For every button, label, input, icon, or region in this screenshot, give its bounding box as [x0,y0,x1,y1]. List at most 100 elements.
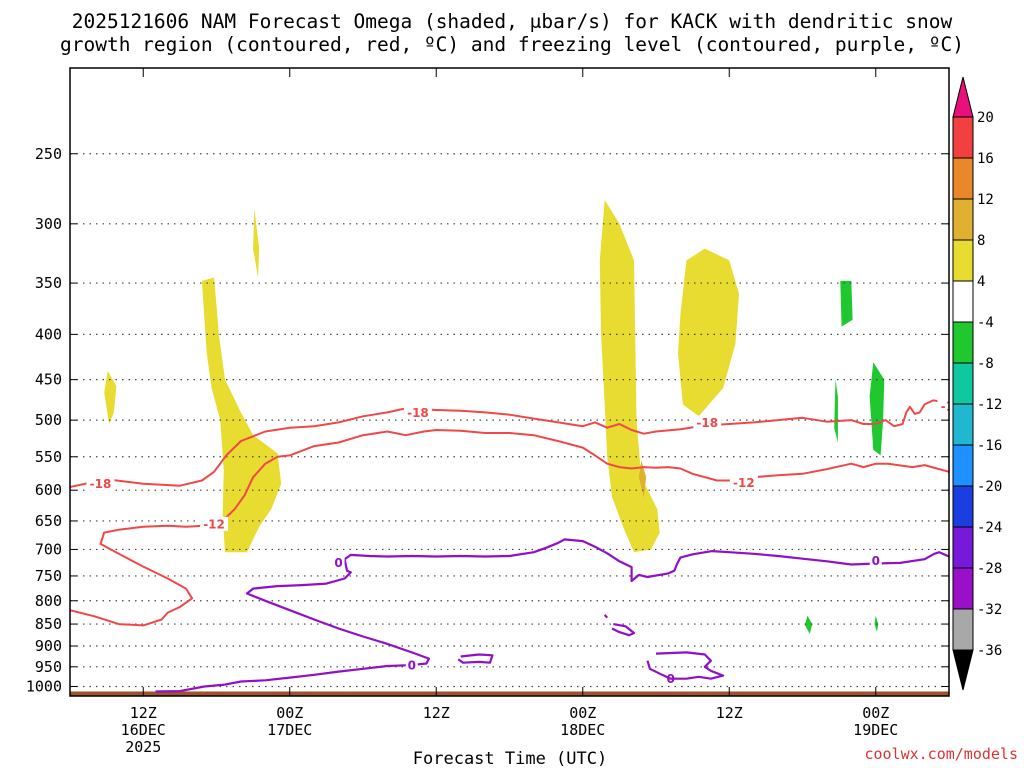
colorbar-label--8: -8 [977,356,994,372]
colorbar-label--24: -24 [977,520,1002,536]
contour-label-bg [869,553,882,568]
chart-title-line-1: 2025121606 NAM Forecast Omega (shaded, μ… [72,10,953,33]
contour-label-bg [937,399,949,414]
y-tick-label-1000: 1000 [26,678,62,696]
contour-label-0: 0 [334,556,342,570]
colorbar-label-8: 8 [977,233,985,249]
plot-background [70,68,949,696]
contour-line-0-5 [646,651,725,680]
y-tick-label-450: 450 [35,371,62,389]
colorbar-label--28: -28 [977,561,1002,577]
y-tick-label-900: 900 [35,637,62,655]
x-tick-label-00Z: 00Z [276,704,303,722]
x-tick-label-18DEC: 18DEC [560,721,605,739]
colorbar-segment [952,362,974,405]
x-tick-label-2025: 2025 [125,738,161,756]
y-tick-label-850: 850 [35,615,62,633]
x-tick-label-12Z: 12Z [130,704,157,722]
omega-region-13 [998,113,1024,564]
y-tick-label-750: 750 [35,567,62,585]
x-tick-label-00Z: 00Z [569,704,596,722]
contour-label-bg [403,405,432,420]
contour-label--18: -18 [941,400,963,414]
contour-line-0-4 [611,623,636,637]
x-tick-label-12Z: 12Z [716,704,743,722]
colorbar-label-16: 16 [977,151,994,167]
colorbar-label-20: 20 [977,110,994,126]
x-axis-label: Forecast Time (UTC) [413,749,607,768]
contour-line-0-6 [603,614,609,619]
x-tick-label-12Z: 12Z [423,704,450,722]
x-tick-label-00Z: 00Z [862,704,889,722]
chart-title-line-2: growth region (contoured, red, ºC) and f… [60,33,964,56]
colorbar-segment [952,444,974,487]
colorbar-segment [952,198,974,241]
contour-line-0-3 [457,653,494,664]
contour-label-bg [332,555,345,570]
y-tick-label-550: 550 [35,448,62,466]
omega-region-2 [201,277,282,553]
contour-label-bg [200,516,229,531]
contour-label--18: -18 [696,416,718,430]
omega-region-10 [869,362,885,456]
plot-frame [69,67,950,697]
colorbar-bottom-arrow [952,649,974,691]
y-tick-label-800: 800 [35,592,62,610]
y-tick-label-250: 250 [35,145,62,163]
contour-label--18: -18 [90,477,112,491]
plot-area [70,68,1024,696]
contour-label-bg [86,476,115,491]
colorbar-top-arrow [952,76,974,118]
colorbar-segment [952,239,974,282]
y-tick-label-650: 650 [35,512,62,530]
omega-region-5 [638,460,647,498]
contour-label--12: -12 [203,517,225,531]
ground-surface [70,691,949,696]
y-tick-label-350: 350 [35,274,62,292]
colorbar-label--16: -16 [977,438,1002,454]
colorbar-label-12: 12 [977,192,994,208]
colorbar-segment [952,485,974,528]
omega-region-8 [840,280,853,327]
contour-label-0: 0 [872,554,880,568]
contour-line--18-0 [70,399,949,488]
contour-label--18: -18 [407,406,429,420]
x-tick-label-19DEC: 19DEC [853,721,898,739]
colorbar-segment [952,157,974,200]
colorbar-label--32: -32 [977,602,1002,618]
omega-region-4 [678,248,739,417]
contour-label-bg [405,658,418,673]
colorbar-label--20: -20 [977,479,1002,495]
y-tick-label-700: 700 [35,540,62,558]
contour-label--12: -12 [733,476,755,490]
y-tick-label-300: 300 [35,215,62,233]
y-tick-label-600: 600 [35,481,62,499]
x-tick-label-17DEC: 17DEC [267,721,312,739]
colorbar-segment [952,116,974,159]
contour-label-bg [693,415,722,430]
contour-label-bg [729,475,758,490]
colorbar-segment [952,403,974,446]
colorbar-label--12: -12 [977,397,1002,413]
contour-line-0-2 [155,538,949,693]
colorbar-segment [952,526,974,569]
contour-label-0: 0 [408,659,416,673]
colorbar-segment [952,567,974,610]
colorbar: 20 16 12 8 4 -4 -8 -12 -16 -20 -24 -28 -32 -36 [952,76,1002,691]
y-tick-label-400: 400 [35,325,62,343]
colorbar-segment [952,280,974,323]
x-tick-label-16DEC: 16DEC [121,721,166,739]
colorbar-segment [952,608,974,651]
y-tick-label-500: 500 [35,411,62,429]
credit-link[interactable]: coolwx.com/models [864,745,1018,763]
colorbar-label--4: -4 [977,315,994,331]
colorbar-label-4: 4 [977,274,985,290]
colorbar-label--36: -36 [977,643,1002,659]
omega-region-9 [834,379,838,443]
omega-region-1 [253,208,260,278]
y-tick-label-950: 950 [35,658,62,676]
contour-line--12-1 [70,429,949,627]
